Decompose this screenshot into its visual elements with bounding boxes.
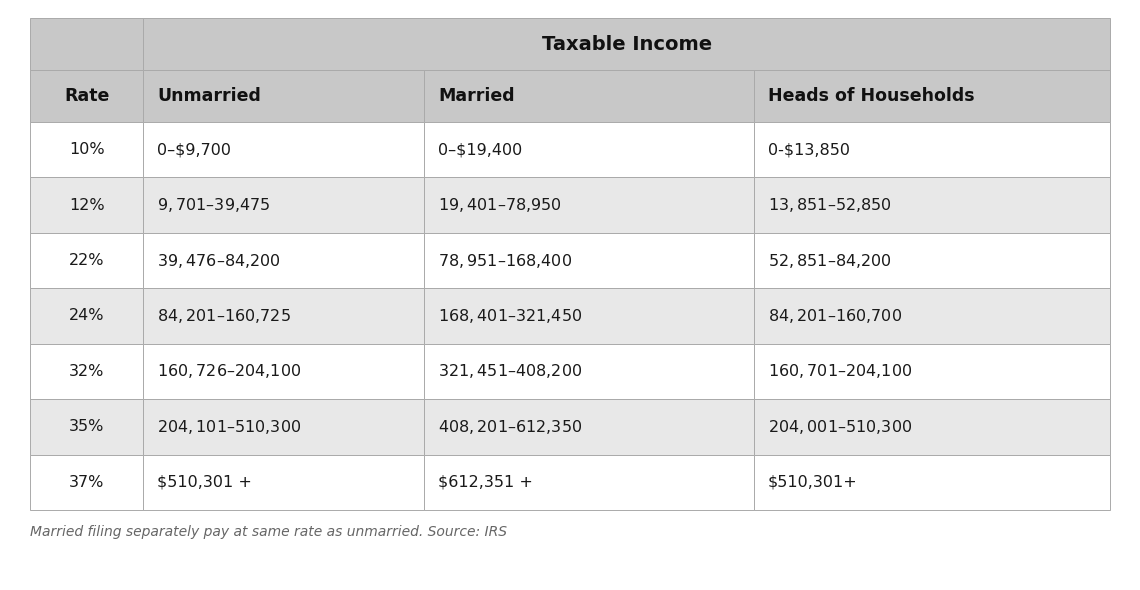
Bar <box>144 18 1110 70</box>
Bar <box>144 178 424 233</box>
Bar <box>30 70 144 122</box>
Text: Rate: Rate <box>64 87 109 105</box>
Text: $9,701–$39,475: $9,701–$39,475 <box>157 196 271 214</box>
Bar <box>144 233 424 289</box>
Text: $78,951–$168,400: $78,951–$168,400 <box>438 251 572 270</box>
Text: 0–$19,400: 0–$19,400 <box>438 142 522 157</box>
Bar <box>424 344 754 399</box>
Bar <box>144 399 424 454</box>
Text: Married filing separately pay at same rate as unmarried. Source: IRS: Married filing separately pay at same ra… <box>30 525 507 539</box>
Bar <box>424 178 754 233</box>
Bar <box>424 233 754 289</box>
Bar <box>424 289 754 344</box>
Text: $321,451–$408,200: $321,451–$408,200 <box>438 362 583 381</box>
Bar <box>144 454 424 510</box>
Text: 0–$9,700: 0–$9,700 <box>157 142 231 157</box>
Text: 12%: 12% <box>68 198 105 212</box>
Text: $612,351 +: $612,351 + <box>438 475 534 490</box>
Text: 10%: 10% <box>68 142 105 157</box>
Bar <box>144 289 424 344</box>
Bar <box>144 122 424 178</box>
Text: $160,726–$204,100: $160,726–$204,100 <box>157 362 302 381</box>
Text: Heads of Households: Heads of Households <box>767 87 975 105</box>
Bar <box>754 70 1110 122</box>
Text: Taxable Income: Taxable Income <box>542 34 711 54</box>
Bar <box>30 18 144 70</box>
Text: Unmarried: Unmarried <box>157 87 261 105</box>
Bar <box>30 399 144 454</box>
Text: 35%: 35% <box>70 419 105 434</box>
Bar <box>30 178 144 233</box>
Bar <box>424 454 754 510</box>
Text: 24%: 24% <box>68 309 105 323</box>
Bar <box>754 233 1110 289</box>
Bar <box>754 178 1110 233</box>
Text: $39,476–$84,200: $39,476–$84,200 <box>157 251 282 270</box>
Bar <box>30 344 144 399</box>
Text: 0-$13,850: 0-$13,850 <box>767 142 849 157</box>
Bar <box>144 344 424 399</box>
Text: $204,101–$510,300: $204,101–$510,300 <box>157 418 302 436</box>
Bar <box>424 122 754 178</box>
Bar <box>754 344 1110 399</box>
Bar <box>30 289 144 344</box>
Text: $19,401–$78,950: $19,401–$78,950 <box>438 196 562 214</box>
Bar <box>754 122 1110 178</box>
Bar <box>754 454 1110 510</box>
Bar <box>144 70 424 122</box>
Text: $13,851–$52,850: $13,851–$52,850 <box>767 196 891 214</box>
Text: $510,301+: $510,301+ <box>767 475 857 490</box>
Bar <box>754 399 1110 454</box>
Bar <box>754 289 1110 344</box>
Text: 32%: 32% <box>70 364 105 379</box>
Text: $160,701–$204,100: $160,701–$204,100 <box>767 362 912 381</box>
Bar <box>424 399 754 454</box>
Bar <box>30 122 144 178</box>
Bar <box>30 454 144 510</box>
Bar <box>30 233 144 289</box>
Text: $408,201–$612,350: $408,201–$612,350 <box>438 418 583 436</box>
Text: $204,001–$510,300: $204,001–$510,300 <box>767 418 912 436</box>
Bar <box>424 70 754 122</box>
Text: 37%: 37% <box>70 475 105 490</box>
Text: Married: Married <box>438 87 515 105</box>
Text: 22%: 22% <box>68 253 105 268</box>
Text: $84,201–$160,725: $84,201–$160,725 <box>157 307 291 325</box>
Text: $168,401–$321,450: $168,401–$321,450 <box>438 307 583 325</box>
Text: $84,201–$160,700: $84,201–$160,700 <box>767 307 902 325</box>
Text: $52,851–$84,200: $52,851–$84,200 <box>767 251 891 270</box>
Text: $510,301 +: $510,301 + <box>157 475 252 490</box>
